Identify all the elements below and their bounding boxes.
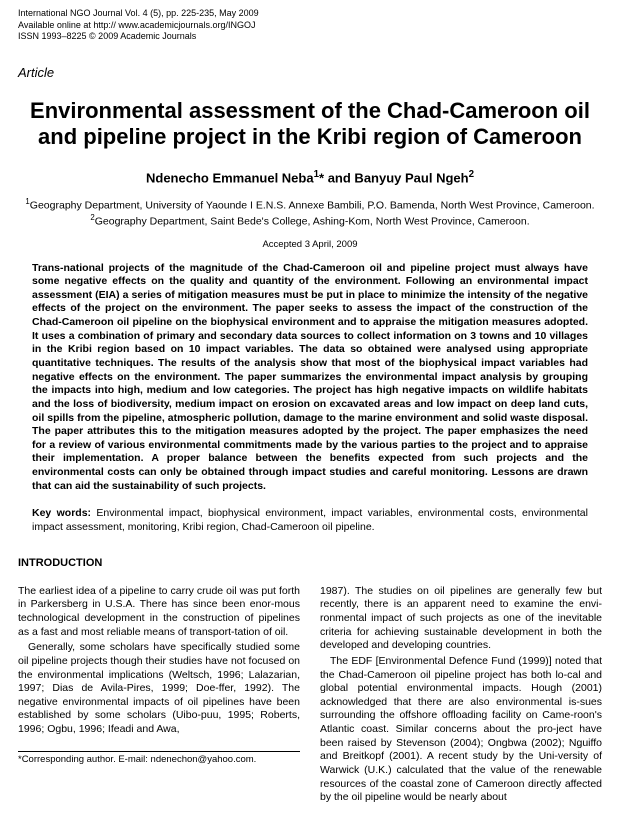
para-2: Generally, some scholars have specifical… [18,641,300,736]
para-3: 1987). The studies on oil pipelines are … [320,585,602,653]
journal-header: International NGO Journal Vol. 4 (5), pp… [18,8,602,43]
column-right: 1987). The studies on oil pipelines are … [320,585,602,807]
para-4: The EDF [Environmental Defence Fund (199… [320,655,602,805]
keywords-label: Key words: [32,507,91,519]
body-columns: The earliest idea of a pipeline to carry… [18,585,602,807]
journal-line-2: Available online at http:// www.academic… [18,20,602,32]
journal-line-3: ISSN 1993–8225 © 2009 Academic Journals [18,31,602,43]
affiliations: 1Geography Department, University of Yao… [18,197,602,228]
affiliation-1: 1Geography Department, University of Yao… [18,197,602,213]
para-1: The earliest idea of a pipeline to carry… [18,585,300,640]
accepted-date: Accepted 3 April, 2009 [18,239,602,250]
authors: Ndenecho Emmanuel Neba1* and Banyuy Paul… [18,169,602,185]
section-heading-introduction: INTRODUCTION [18,557,602,569]
keywords-text: Environmental impact, biophysical enviro… [32,507,588,533]
abstract: Trans-national projects of the magnitude… [32,262,588,494]
column-left: The earliest idea of a pipeline to carry… [18,585,300,807]
affiliation-2: 2Geography Department, Saint Bede's Coll… [18,213,602,229]
paper-title: Environmental assessment of the Chad-Cam… [18,98,602,151]
article-label: Article [18,65,602,80]
corresponding-author-footer: *Corresponding author. E-mail: ndenechon… [18,751,300,766]
keywords: Key words: Environmental impact, biophys… [32,507,588,534]
journal-line-1: International NGO Journal Vol. 4 (5), pp… [18,8,602,20]
